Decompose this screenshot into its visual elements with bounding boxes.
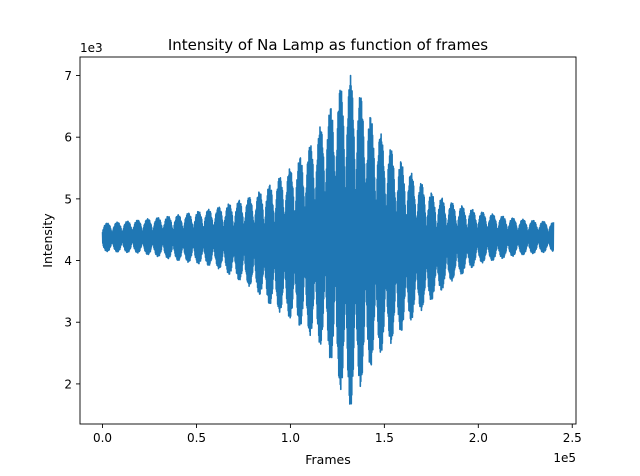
x-tick-label: 1.5 <box>375 431 394 445</box>
series-line-0 <box>101 74 555 405</box>
axes-layer: 0.0 0.5 1.0 1.5 2.0 2.5 2 3 4 5 6 7 <box>64 69 581 445</box>
x-tick-label: 2.0 <box>469 431 488 445</box>
plot-frame <box>79 56 577 425</box>
y-axis-label: Intensity <box>40 213 55 268</box>
chart-title: Intensity of Na Lamp as function of fram… <box>168 36 488 54</box>
y-tick-label: 7 <box>64 69 72 83</box>
y-tick-label: 5 <box>64 192 72 206</box>
x-offset-label: 1e5 <box>553 451 576 465</box>
x-tick-label: 1.0 <box>281 431 300 445</box>
data-layer <box>101 74 555 405</box>
x-tick-label: 0.5 <box>187 431 206 445</box>
x-tick-label: 0.0 <box>93 431 112 445</box>
y-tick-label: 2 <box>64 377 72 391</box>
y-offset-label: 1e3 <box>80 41 103 55</box>
x-tick-label: 2.5 <box>563 431 582 445</box>
y-tick-label: 6 <box>64 131 72 145</box>
y-tick-label: 4 <box>64 254 72 268</box>
y-tick-label: 3 <box>64 316 72 330</box>
x-axis-label: Frames <box>305 452 350 467</box>
